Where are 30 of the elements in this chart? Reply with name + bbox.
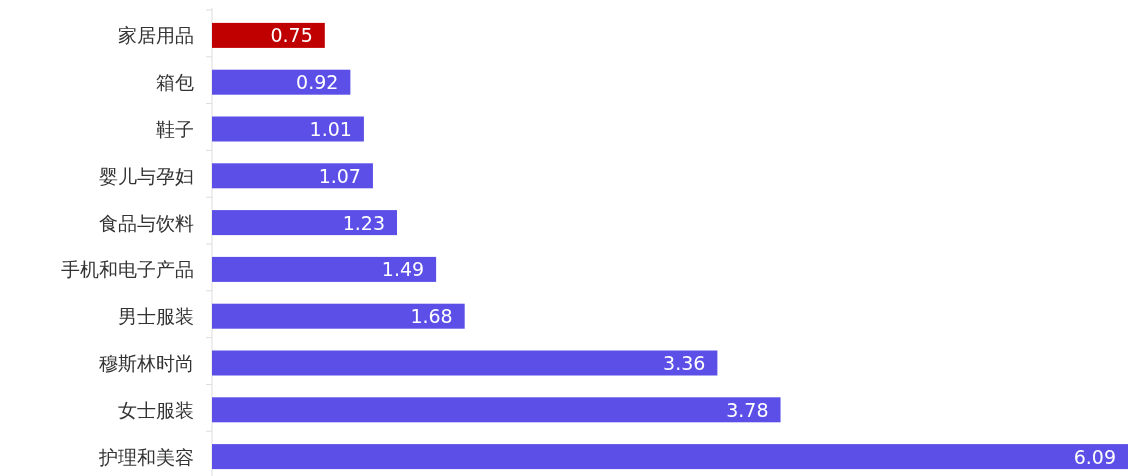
- y-tick-label: 护理和美容: [98, 445, 194, 468]
- y-tick-label: 食品与饮料: [99, 211, 194, 234]
- bar: [212, 210, 398, 236]
- data-label: 3.78: [726, 398, 769, 421]
- y-tick-label: 手机和电子产品: [61, 258, 194, 281]
- y-tick-label: 家居用品: [118, 24, 194, 47]
- data-label: 1.23: [342, 211, 385, 234]
- y-tick-label: 箱包: [156, 71, 194, 94]
- data-label: 1.68: [410, 305, 453, 328]
- y-tick-label: 穆斯林时尚: [99, 352, 194, 374]
- bar: [212, 303, 465, 329]
- bar: [212, 397, 781, 423]
- data-label: 0.75: [270, 24, 313, 47]
- bar: [212, 350, 718, 376]
- y-tick-label: 女士服装: [118, 398, 194, 421]
- y-tick-label: 鞋子: [156, 118, 194, 140]
- bar: [212, 444, 1128, 470]
- data-label: 3.36: [663, 352, 706, 374]
- data-label: 1.01: [309, 118, 352, 140]
- bar: [212, 22, 325, 48]
- bar: [212, 116, 364, 142]
- y-tick-label: 婴儿与孕妇: [99, 164, 194, 187]
- data-label: 6.09: [1073, 445, 1116, 468]
- y-tick-label: 男士服装: [118, 305, 194, 328]
- bar: [212, 69, 351, 95]
- bar: [212, 163, 373, 189]
- data-label: 1.49: [381, 258, 425, 281]
- data-label: 0.92: [296, 71, 339, 94]
- bar: [212, 256, 437, 282]
- data-label: 1.07: [318, 164, 361, 187]
